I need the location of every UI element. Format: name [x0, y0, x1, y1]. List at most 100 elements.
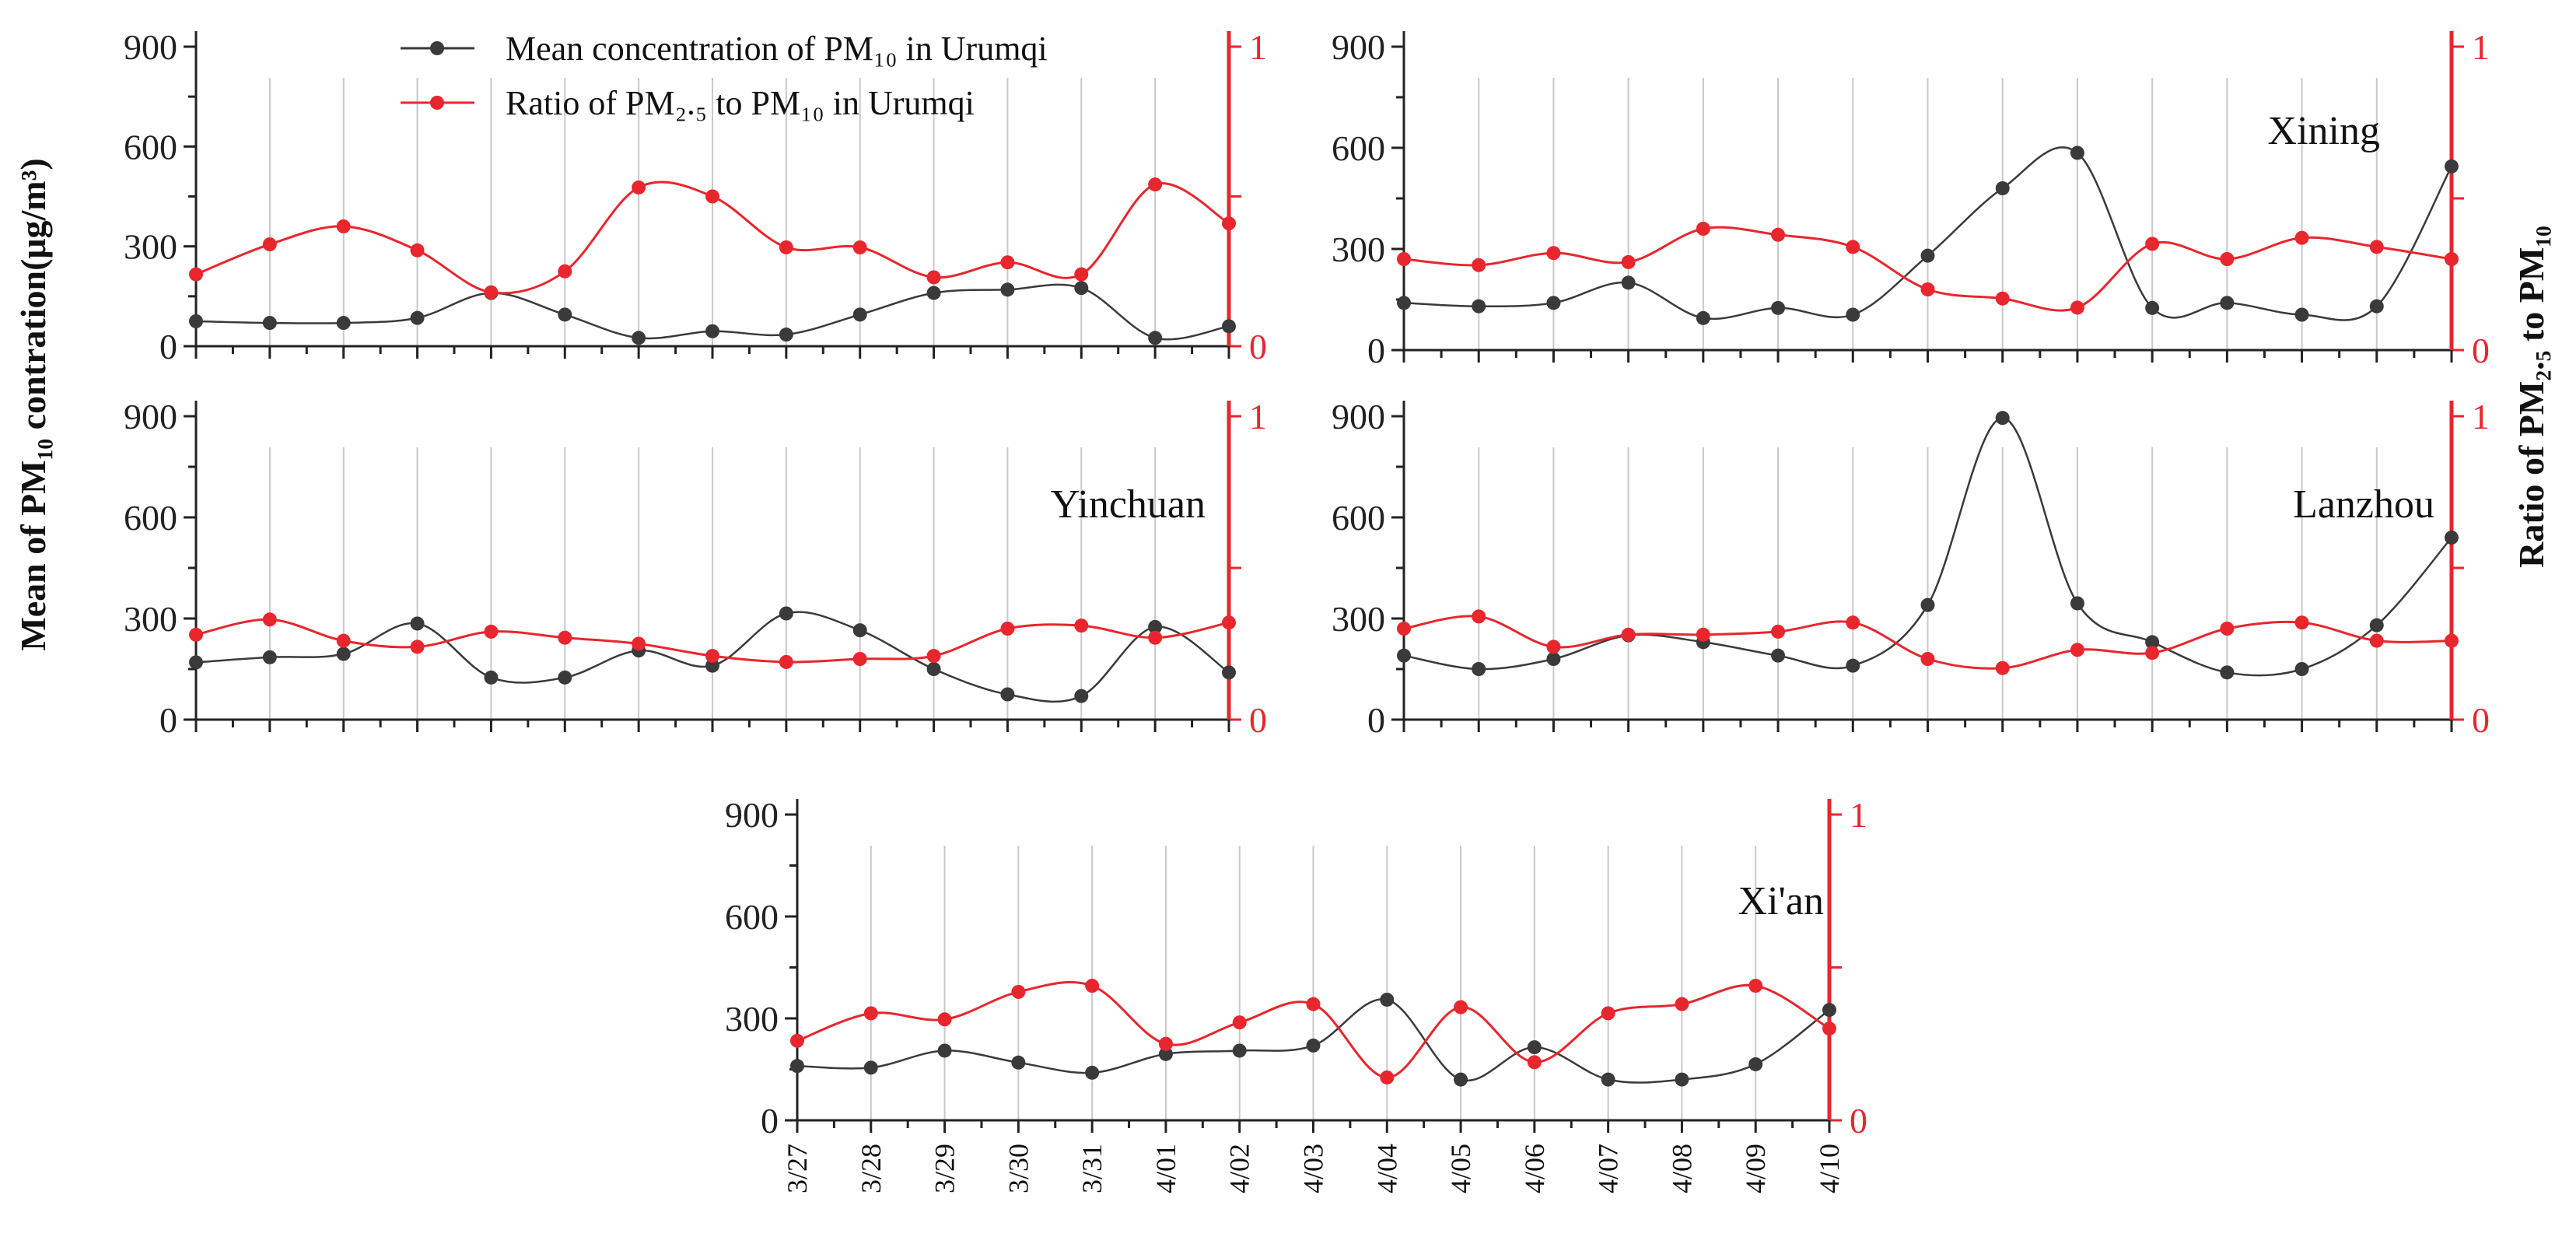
ratio-point-xining: [1696, 222, 1710, 236]
ratio-point-urumqi: [189, 267, 203, 282]
pm10-point-xian: [1822, 1003, 1836, 1018]
pm10-point-xining: [2070, 145, 2084, 160]
pm10-point-urumqi: [558, 307, 572, 322]
y-tick-label-left-urumqi: 600: [124, 127, 177, 166]
pm10-point-xian: [1748, 1057, 1763, 1071]
ratio-point-yinchuan: [852, 652, 867, 666]
ratio-point-lanzhou: [2070, 643, 2084, 657]
ratio-point-yinchuan: [1148, 630, 1163, 645]
ratio-point-xining: [2369, 240, 2384, 254]
ratio-point-yinchuan: [558, 630, 572, 645]
x-tick-label-xian: 4/05: [1445, 1144, 1476, 1193]
y-tick-label-right-urumqi: 1: [1249, 27, 1267, 67]
ratio-point-xian: [1380, 1070, 1395, 1085]
panel-urumqi: 0 300 600 900 0 1: [124, 27, 1267, 366]
ratio-point-lanzhou: [1621, 627, 1636, 642]
y-tick-label-right-yinchuan: 0: [1249, 700, 1267, 740]
x-tick-label-xian: 4/08: [1666, 1144, 1697, 1193]
city-label-lanzhou: Lanzhou: [2293, 482, 2434, 527]
ratio-point-urumqi: [1000, 255, 1015, 270]
pm10-point-xian: [1675, 1072, 1689, 1087]
panel-yinchuan: 0 300 600 900 0 1 Yinchuan: [124, 397, 1267, 740]
panel-xian: 0 300 600 900 0 1 3/27 3/28 3/29 3/30 3/31 4/01 4/02…: [725, 795, 1867, 1193]
x-tick-label-xian: 4/03: [1298, 1144, 1329, 1193]
pm10-point-yinchuan: [1000, 687, 1015, 702]
ratio-point-xining: [2145, 237, 2160, 251]
y-tick-label-left-urumqi: 300: [124, 227, 177, 267]
pm10-line-yinchuan: [195, 611, 1230, 703]
pm10-point-urumqi: [632, 331, 646, 345]
ratio-point-urumqi: [852, 240, 867, 254]
pm10-point-urumqi: [1074, 281, 1089, 296]
x-tick-label-xian: 3/27: [782, 1144, 813, 1193]
pm10-point-lanzhou: [2369, 618, 2384, 633]
pm10-point-xining: [1696, 310, 1710, 325]
ratio-point-urumqi: [1074, 267, 1089, 282]
pm10-point-yinchuan: [1148, 619, 1163, 634]
y-tick-label-left-xian: 600: [725, 897, 779, 937]
ratio-point-yinchuan: [926, 649, 941, 664]
y-tick-label-left-xining: 600: [1332, 128, 1385, 168]
legend-ratio-swatch-marker: [430, 96, 444, 110]
ratio-point-yinchuan: [336, 633, 351, 648]
pm10-point-xining: [2294, 307, 2309, 322]
ratio-point-xining: [1397, 252, 1411, 266]
y-tick-label-left-xian: 900: [725, 795, 779, 835]
pm10-point-xian: [790, 1059, 804, 1074]
y-tick-label-right-xian: 1: [1850, 795, 1867, 835]
ratio-point-yinchuan: [484, 624, 499, 639]
ratio-point-xian: [1822, 1021, 1836, 1036]
x-tick-label-xian: 4/10: [1814, 1144, 1845, 1193]
ratio-point-lanzhou: [2369, 633, 2384, 648]
y-tick-label-left-lanzhou: 900: [1332, 397, 1385, 436]
pm10-point-xian: [1232, 1043, 1247, 1058]
y-tick-label-left-yinchuan: 900: [124, 397, 177, 436]
pm10-point-urumqi: [189, 314, 203, 328]
pm10-point-yinchuan: [558, 670, 572, 685]
ratio-point-xian: [1675, 997, 1689, 1011]
ratio-point-lanzhou: [1920, 652, 1935, 666]
pm10-point-yinchuan: [926, 662, 941, 676]
ratio-point-yinchuan: [632, 636, 646, 651]
pm10-point-xining: [2369, 299, 2384, 314]
ratio-point-urumqi: [262, 237, 277, 252]
pm10-point-yinchuan: [1222, 665, 1236, 680]
pm10-point-urumqi: [705, 324, 719, 338]
pm10-point-lanzhou: [1846, 658, 1860, 673]
pm10-point-urumqi: [262, 316, 277, 331]
pm10-point-lanzhou: [1920, 597, 1935, 612]
y-tick-label-left-xining: 0: [1367, 331, 1385, 370]
y-tick-label-left-lanzhou: 300: [1332, 599, 1385, 639]
ratio-point-lanzhou: [1696, 627, 1710, 642]
pm10-point-xining: [1846, 307, 1860, 322]
x-tick-label-xian: 4/02: [1224, 1144, 1255, 1193]
y-tick-label-left-xining: 900: [1332, 27, 1385, 67]
ratio-point-xining: [2445, 252, 2459, 266]
ratio-point-xining: [1920, 282, 1935, 296]
ratio-point-yinchuan: [705, 649, 719, 664]
pm10-point-lanzhou: [1546, 652, 1561, 666]
ratio-point-urumqi: [410, 243, 425, 258]
pm10-point-xian: [1601, 1072, 1615, 1087]
pm10-point-yinchuan: [1074, 689, 1089, 703]
legend-pm10-swatch-marker: [430, 41, 444, 55]
ratio-point-xian: [1601, 1006, 1615, 1021]
pm10-point-yinchuan: [336, 647, 351, 661]
pm10-point-xian: [1454, 1072, 1468, 1087]
pm10-point-xining: [1472, 299, 1486, 314]
pm10-point-urumqi: [1000, 282, 1015, 297]
ratio-point-xian: [1454, 1000, 1468, 1014]
x-tick-label-xian: 4/09: [1740, 1144, 1771, 1193]
ratio-point-xian: [1232, 1015, 1247, 1030]
ratio-point-xian: [1085, 979, 1100, 993]
ratio-point-xian: [1748, 979, 1763, 993]
ratio-point-urumqi: [779, 240, 793, 254]
y-tick-label-right-yinchuan: 1: [1249, 397, 1267, 436]
panel-xining: 0 300 600 900 0 1 Xining: [1332, 27, 2490, 370]
ratio-line-xian: [796, 980, 1830, 1079]
y-tick-label-left-xian: 0: [761, 1101, 779, 1141]
pm10-point-yinchuan: [484, 670, 499, 685]
ratio-point-lanzhou: [1771, 624, 1786, 639]
y-tick-label-left-xining: 300: [1332, 230, 1385, 269]
